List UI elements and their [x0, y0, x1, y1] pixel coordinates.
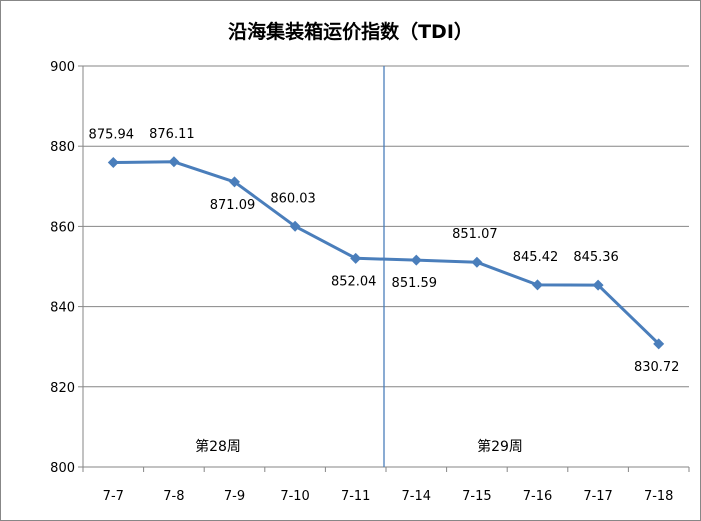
data-point-marker	[168, 156, 180, 168]
data-labels: 875.94 876.11 871.09 860.03 852.04 851.59 851.…	[89, 127, 680, 375]
x-tick-label: 7-7	[103, 489, 124, 504]
data-label: 875.94	[89, 127, 135, 142]
x-tick-label: 7-15	[462, 489, 492, 504]
x-tick-label: 7-16	[523, 489, 553, 504]
data-label: 830.72	[634, 360, 680, 375]
gridlines	[83, 65, 689, 388]
data-point-marker	[471, 256, 483, 268]
y-tick-label: 860	[50, 220, 75, 235]
x-tick-label: 7-14	[402, 489, 432, 504]
y-tick-label: 900	[50, 60, 75, 75]
data-label: 851.59	[392, 276, 438, 291]
x-tick-label: 7-17	[583, 489, 613, 504]
x-tick-label: 7-9	[224, 489, 245, 504]
y-tick-label: 840	[50, 301, 75, 316]
data-point-marker	[107, 156, 119, 168]
y-tick-label: 820	[50, 381, 75, 396]
data-label: 852.04	[331, 274, 377, 289]
chart-title: 沿海集装箱运价指数（TDI）	[228, 21, 473, 43]
data-point-marker	[653, 338, 665, 350]
data-point-marker	[289, 220, 301, 232]
data-point-marker	[229, 176, 240, 188]
data-point-marker	[350, 252, 362, 264]
data-label: 860.03	[270, 191, 316, 206]
data-point-marker	[592, 279, 604, 291]
y-tick-label: 800	[50, 461, 75, 476]
annotation-week-28: 第28周	[195, 438, 241, 455]
x-tick-label: 7-10	[280, 489, 310, 504]
data-point-marker	[532, 279, 543, 291]
series-polyline	[113, 160, 660, 345]
data-label: 851.07	[452, 227, 498, 242]
x-tick-label: 7-8	[163, 489, 184, 504]
series-line	[107, 156, 665, 350]
x-tick-label: 7-11	[341, 489, 371, 504]
data-label: 876.11	[149, 127, 195, 142]
y-tick-label: 880	[50, 140, 75, 155]
data-label: 871.09	[210, 198, 256, 213]
data-label: 845.42	[513, 250, 559, 265]
x-tick-label: 7-18	[644, 489, 674, 504]
week-annotations: 第28周 第29周	[195, 438, 523, 455]
axes: 800 820 840 860 880 900 7-7 7-8 7-9 7-10 7-11 7-14 7…	[50, 60, 690, 504]
data-label: 845.36	[573, 250, 619, 265]
data-point-marker	[410, 254, 422, 266]
annotation-week-29: 第29周	[477, 438, 523, 455]
